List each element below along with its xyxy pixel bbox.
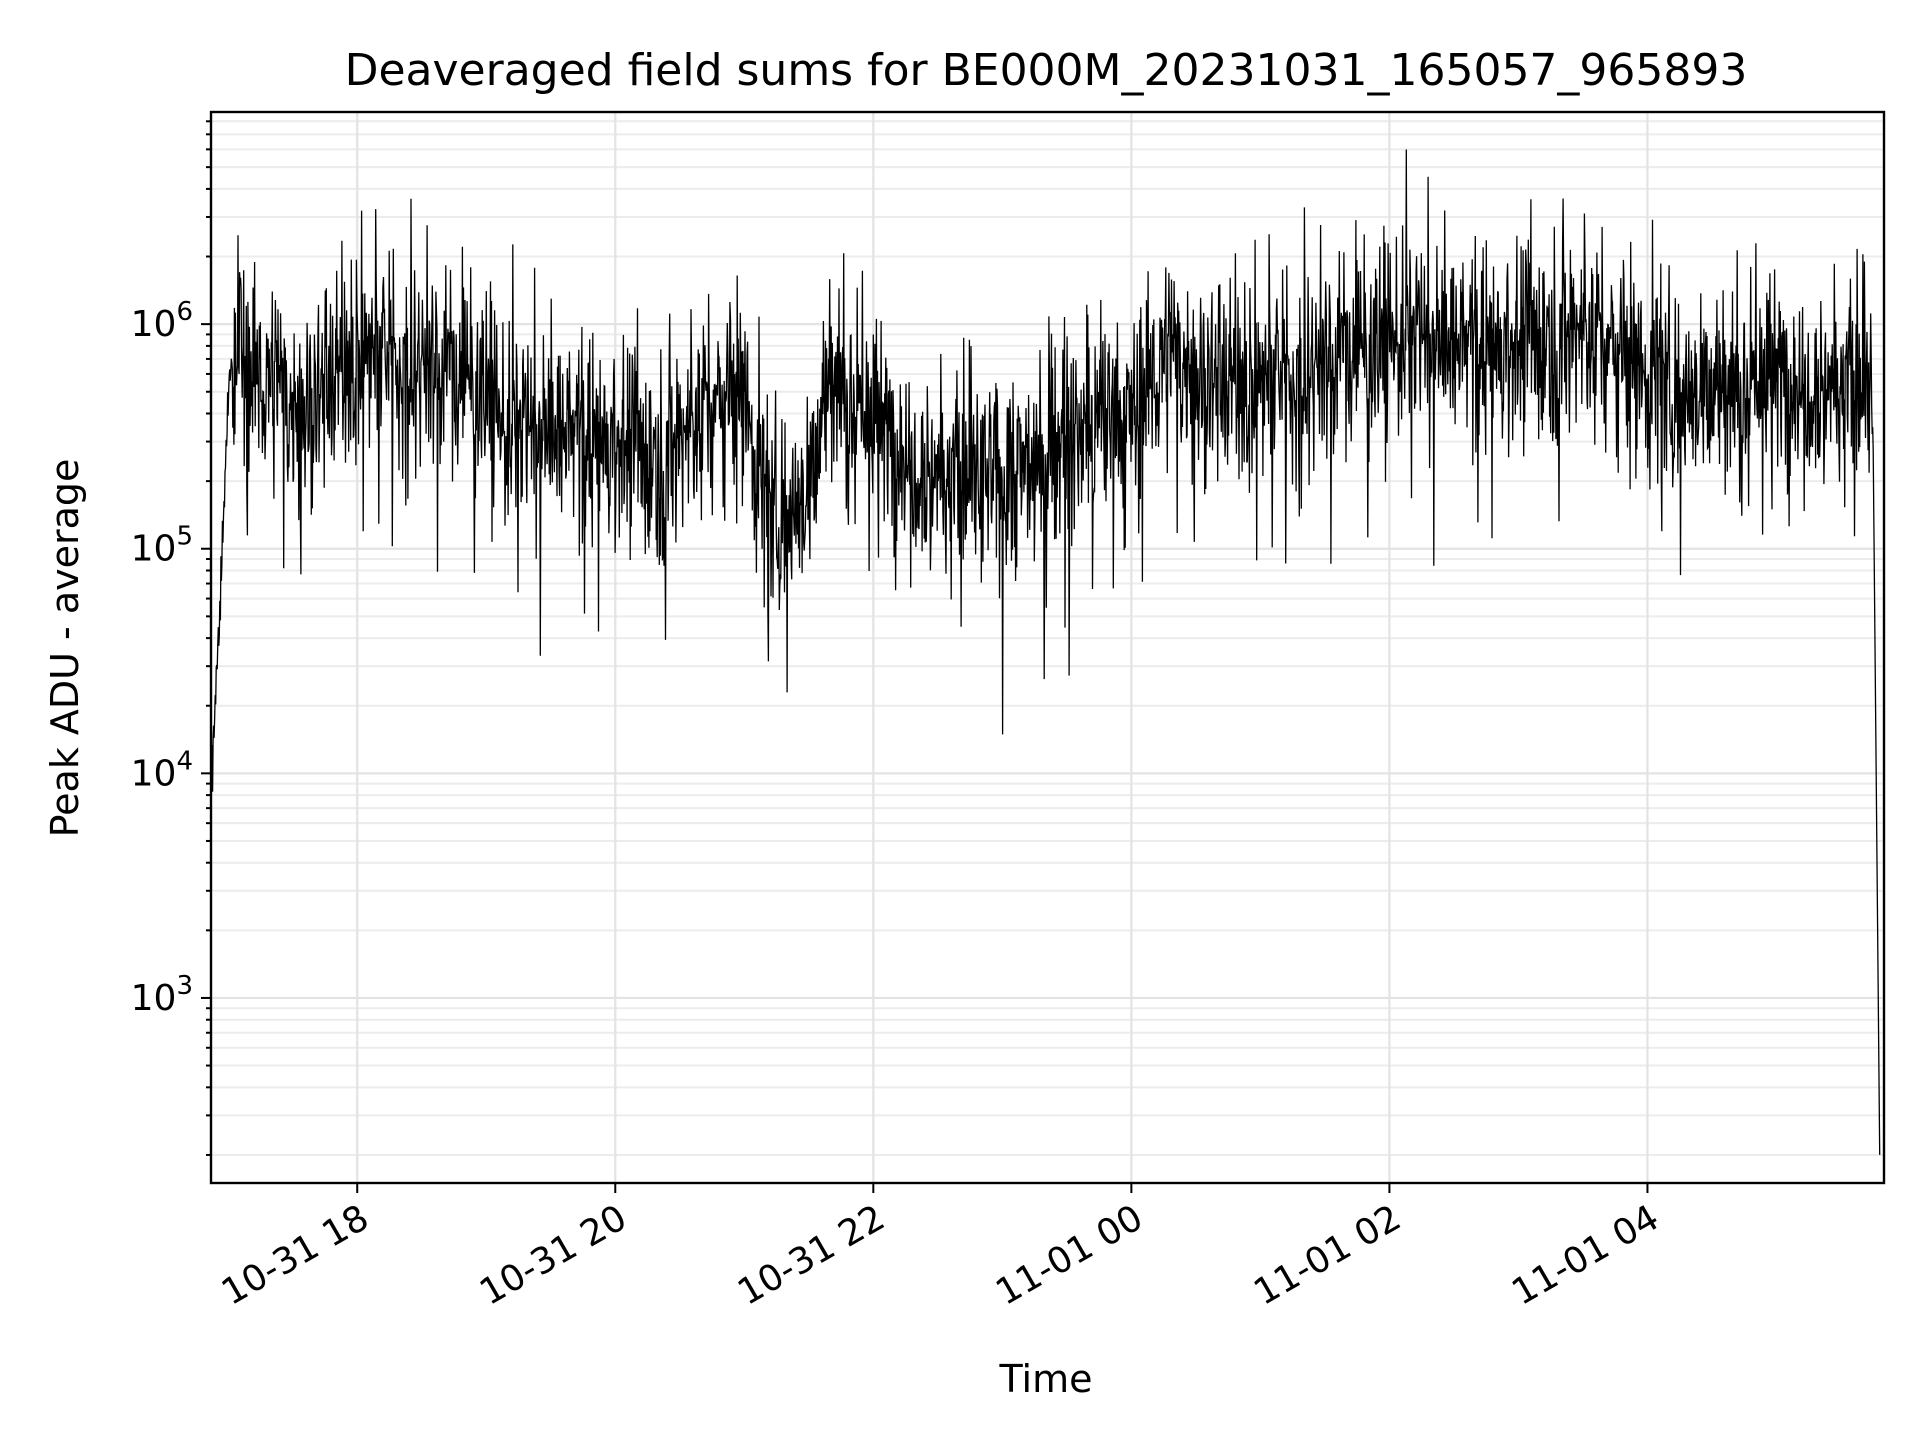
y-tick-label: 103 [131,971,193,1019]
y-tick-label: 105 [131,522,193,570]
x-tick-label: 10-31 20 [473,1197,634,1313]
series-line [210,149,1881,1155]
y-tick-label: 106 [131,297,193,345]
chart-title: Deaveraged field sums for BE000M_2023103… [345,45,1748,96]
x-axis-label: Time [999,1357,1093,1401]
x-tick-label: 11-01 00 [989,1197,1150,1313]
x-tick-label: 11-01 02 [1247,1197,1408,1313]
y-axis-label: Peak ADU - average [43,459,87,838]
x-tick-label: 10-31 22 [731,1197,892,1313]
y-tick-label: 104 [131,746,193,794]
grid [211,112,1884,1183]
plot-frame [209,110,1886,1185]
x-tick-label: 10-31 18 [215,1197,376,1313]
x-tick-label: 11-01 04 [1505,1197,1666,1313]
